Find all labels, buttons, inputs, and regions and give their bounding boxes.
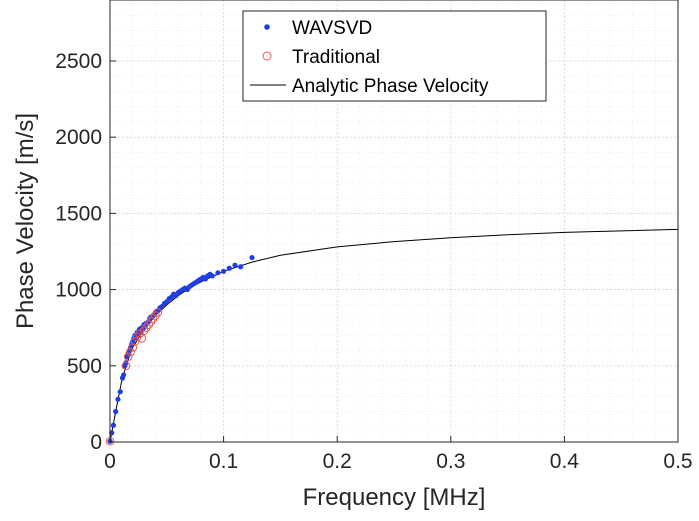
y-tick-label: 500: [67, 355, 102, 378]
traditional-point: [142, 323, 151, 332]
y-tick-label: 1500: [55, 202, 102, 225]
legend-wavsvd-label: WAVSVD: [292, 18, 372, 39]
wavsvd-point: [110, 422, 117, 428]
x-tick-label: 0.3: [436, 450, 465, 473]
x-tick-label: 0.2: [323, 450, 352, 473]
wavsvd-point: [209, 273, 215, 279]
traditional-point: [123, 352, 133, 361]
x-tick-label: 0.4: [550, 450, 580, 473]
y-tick-label: 2500: [55, 50, 102, 73]
legend-wavsvd-marker: [264, 24, 270, 30]
legend-analytic-label: Analytic Phase Velocity: [292, 76, 489, 97]
wavsvd-point: [226, 265, 232, 271]
traditional-point: [148, 314, 158, 323]
x-axis-ticks: 0 0.1 0.2 0.3 0.4 0.5: [104, 436, 693, 473]
wavsvd-point: [113, 408, 119, 415]
x-tick-label: 0: [104, 450, 116, 473]
traditional-point: [137, 334, 147, 343]
wavsvd-point: [238, 264, 244, 270]
traditional-point: [128, 343, 138, 352]
traditional-point: [132, 332, 142, 342]
wavsvd-point: [232, 262, 238, 268]
traditional-point: [144, 320, 153, 329]
traditional-point: [146, 317, 156, 326]
traditional-series: [105, 308, 163, 446]
traditional-point: [139, 326, 149, 336]
traditional-point: [151, 311, 160, 320]
legend-traditional-label: Traditional: [292, 47, 380, 68]
y-axis-label: Phase Velocity [m/s]: [12, 113, 39, 329]
x-tick-label: 0.5: [663, 450, 692, 473]
traditional-point: [153, 308, 163, 317]
wavsvd-point: [123, 360, 129, 366]
y-tick-label: 1000: [55, 279, 102, 302]
wavsvd-point: [121, 372, 127, 378]
wavsvd-point: [221, 268, 227, 274]
x-tick-label: 0.1: [209, 450, 238, 473]
traditional-point: [135, 329, 144, 339]
wavsvd-point: [115, 396, 121, 402]
y-axis-ticks: 0 500 1000 1500 2000 2500: [55, 50, 116, 454]
wavsvd-point: [249, 254, 255, 261]
traditional-point: [126, 347, 135, 357]
wavsvd-point: [215, 270, 221, 276]
y-tick-label: 0: [90, 431, 102, 454]
legend: WAVSVD Traditional Analytic Phase Veloci…: [242, 10, 547, 102]
traditional-point: [121, 361, 131, 371]
plot-frame: [109, 0, 679, 443]
legend-box: [242, 10, 547, 102]
y-tick-label: 2000: [55, 126, 102, 149]
legend-traditional-marker: [262, 51, 272, 61]
x-axis-label: Frequency [MHz]: [303, 484, 486, 511]
wavsvd-point: [117, 389, 123, 395]
